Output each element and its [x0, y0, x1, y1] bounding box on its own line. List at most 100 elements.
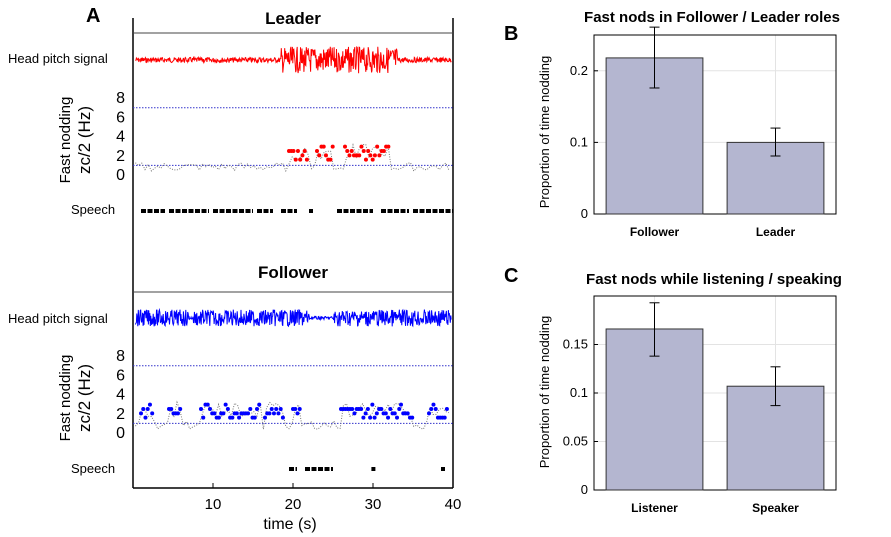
follower-fast-nod-point — [295, 411, 300, 416]
leader-fast-nod-point — [291, 149, 296, 153]
follower-fast-nod-point — [293, 407, 298, 411]
follower-fast-nod-point — [427, 411, 431, 416]
leader-fast-nod-point — [315, 149, 319, 153]
follower-fast-nod-point — [269, 407, 274, 411]
follower-fast-nod-point — [223, 402, 228, 407]
x-tick-label: 10 — [205, 496, 222, 513]
leader-ytick: 2 — [116, 148, 125, 165]
leader-fast-nod-point — [328, 157, 333, 162]
follower-fast-nod-point — [352, 411, 357, 416]
leader-head-pitch-label: Head pitch signal — [8, 51, 108, 66]
leader-ytick: 0 — [116, 167, 125, 184]
follower-ytick: 4 — [116, 387, 125, 404]
follower-fast-nod-point — [350, 407, 355, 411]
follower-fast-nod-point — [429, 407, 434, 411]
leader-fast-nod-point — [302, 149, 307, 153]
leader-ylabel-line1: Fast nodding — [57, 97, 74, 184]
panel-a-series: 0 2 4 6 8 0 2 4 6 8 10 20 30 40 — [116, 46, 461, 513]
plot-frame — [593, 34, 837, 215]
category-label: Follower — [630, 225, 680, 239]
follower-fast-nod-point — [216, 415, 221, 420]
leader-fast-nod-point — [349, 149, 354, 153]
follower-fast-nod-point — [363, 411, 368, 416]
leader-nodding-ylabel: Fast nodding zc/2 (Hz) — [57, 97, 94, 184]
follower-fast-nod-point — [388, 407, 393, 411]
leader-fast-nod-point — [368, 153, 373, 158]
follower-fast-nod-point — [395, 415, 399, 420]
panel-c-label: C — [504, 265, 518, 287]
panel-a: A Leader Follower Head pitch signal Spee… — [8, 5, 461, 533]
leader-fast-nod-point — [347, 153, 352, 158]
follower-fast-nod-point — [276, 411, 281, 416]
leader-fast-nod-point — [345, 149, 350, 153]
panel-c-ylabel: Proportion of time nodding — [537, 316, 552, 468]
leader-fast-nod-point — [366, 149, 371, 153]
follower-fast-nod-point — [361, 415, 366, 420]
x-tick-label: 20 — [285, 496, 302, 513]
leader-fast-nod-point — [359, 144, 364, 149]
follower-fast-nod-point — [271, 411, 276, 416]
follower-fast-nod-point — [397, 407, 402, 411]
leader-fast-nod-point — [377, 153, 382, 158]
y-tick-label: 0.1 — [570, 134, 588, 149]
panel-b-ylabel-wrap: Proportion of time nodding — [537, 56, 552, 208]
panel-b-plot: 0 0.1 0.2 Follower Leader — [570, 26, 837, 239]
follower-fast-nod-point — [263, 415, 267, 420]
follower-fast-nod-point — [365, 407, 370, 411]
leader-fast-nod-point — [357, 153, 362, 158]
follower-fast-nod-point — [368, 415, 373, 420]
follower-fast-nod-point — [150, 411, 155, 416]
follower-head-pitch-label: Head pitch signal — [8, 311, 108, 326]
leader-fast-nod-point — [293, 157, 298, 162]
follower-fast-nod-point — [212, 411, 217, 416]
panel-a-label: A — [86, 5, 100, 27]
plot-frame — [593, 295, 837, 491]
follower-fast-nod-point — [199, 407, 203, 411]
follower-fast-nod-point — [405, 411, 410, 416]
panel-c-plot: 0 0.05 0.1 0.15 Listener Speaker — [563, 295, 837, 515]
panel-b-label: B — [504, 23, 518, 45]
leader-fast-nod-point — [300, 153, 305, 158]
follower-fast-nod-point — [141, 407, 146, 411]
follower-fast-nod-point — [145, 407, 150, 411]
follower-ylabel-line2: zc/2 (Hz) — [75, 364, 94, 432]
leader-ylabel-line2: zc/2 (Hz) — [75, 106, 94, 174]
follower-nodding-ylabel: Fast nodding zc/2 (Hz) — [57, 355, 94, 442]
y-tick-label: 0.1 — [570, 385, 588, 400]
follower-fast-nod-point — [372, 415, 377, 420]
leader-ytick: 4 — [116, 129, 125, 146]
leader-fast-nod-point — [330, 144, 335, 149]
panel-c: C Fast nods while listening / speaking P… — [504, 265, 842, 515]
category-label: Leader — [756, 225, 796, 239]
follower-fast-nod-point — [257, 402, 262, 407]
follower-fast-nod-point — [175, 411, 180, 416]
leader-fast-nod-point — [298, 157, 303, 162]
follower-fast-nod-point — [297, 407, 302, 411]
follower-fast-nod-point — [370, 402, 375, 407]
follower-fast-nod-point — [431, 402, 436, 407]
follower-fast-nod-point — [444, 407, 449, 411]
follower-fast-nod-point — [383, 411, 388, 416]
leader-zero-crossing-rate — [135, 142, 450, 173]
follower-fast-nod-point — [442, 415, 447, 420]
leader-speech-label: Speech — [71, 202, 115, 217]
leader-head-pitch-signal — [135, 46, 452, 74]
panel-c-title: Fast nods while listening / speaking — [586, 271, 842, 288]
leader-fast-nod-point — [375, 144, 380, 149]
category-label: Listener — [631, 501, 678, 515]
follower-fast-nod-point — [225, 407, 230, 411]
leader-fast-nod-point — [321, 144, 326, 149]
y-tick-label: 0.2 — [570, 63, 588, 78]
follower-fast-nod-point — [205, 402, 210, 407]
leader-fast-nod-point — [381, 149, 386, 153]
follower-fast-nod-point — [139, 411, 143, 416]
leader-fast-nod-point — [317, 153, 322, 158]
follower-fast-nod-point — [274, 407, 279, 411]
follower-fast-nod-point — [255, 407, 259, 411]
leader-fast-nod-point — [323, 153, 328, 158]
follower-fast-nod-point — [248, 407, 253, 411]
follower-fast-nod-point — [147, 402, 152, 407]
category-label: Speaker — [752, 501, 799, 515]
follower-ytick: 6 — [116, 367, 125, 384]
